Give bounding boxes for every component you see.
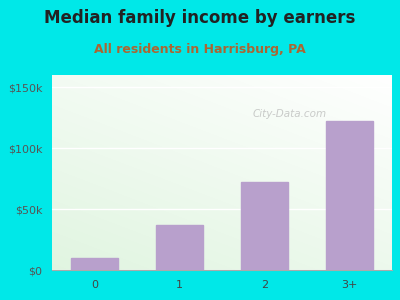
Bar bbox=[241, 182, 288, 270]
Bar bbox=[326, 121, 373, 270]
Bar bbox=[71, 258, 118, 270]
Text: All residents in Harrisburg, PA: All residents in Harrisburg, PA bbox=[94, 44, 306, 56]
Text: Median family income by earners: Median family income by earners bbox=[44, 9, 356, 27]
Text: City-Data.com: City-Data.com bbox=[253, 109, 327, 119]
Bar bbox=[156, 225, 203, 270]
